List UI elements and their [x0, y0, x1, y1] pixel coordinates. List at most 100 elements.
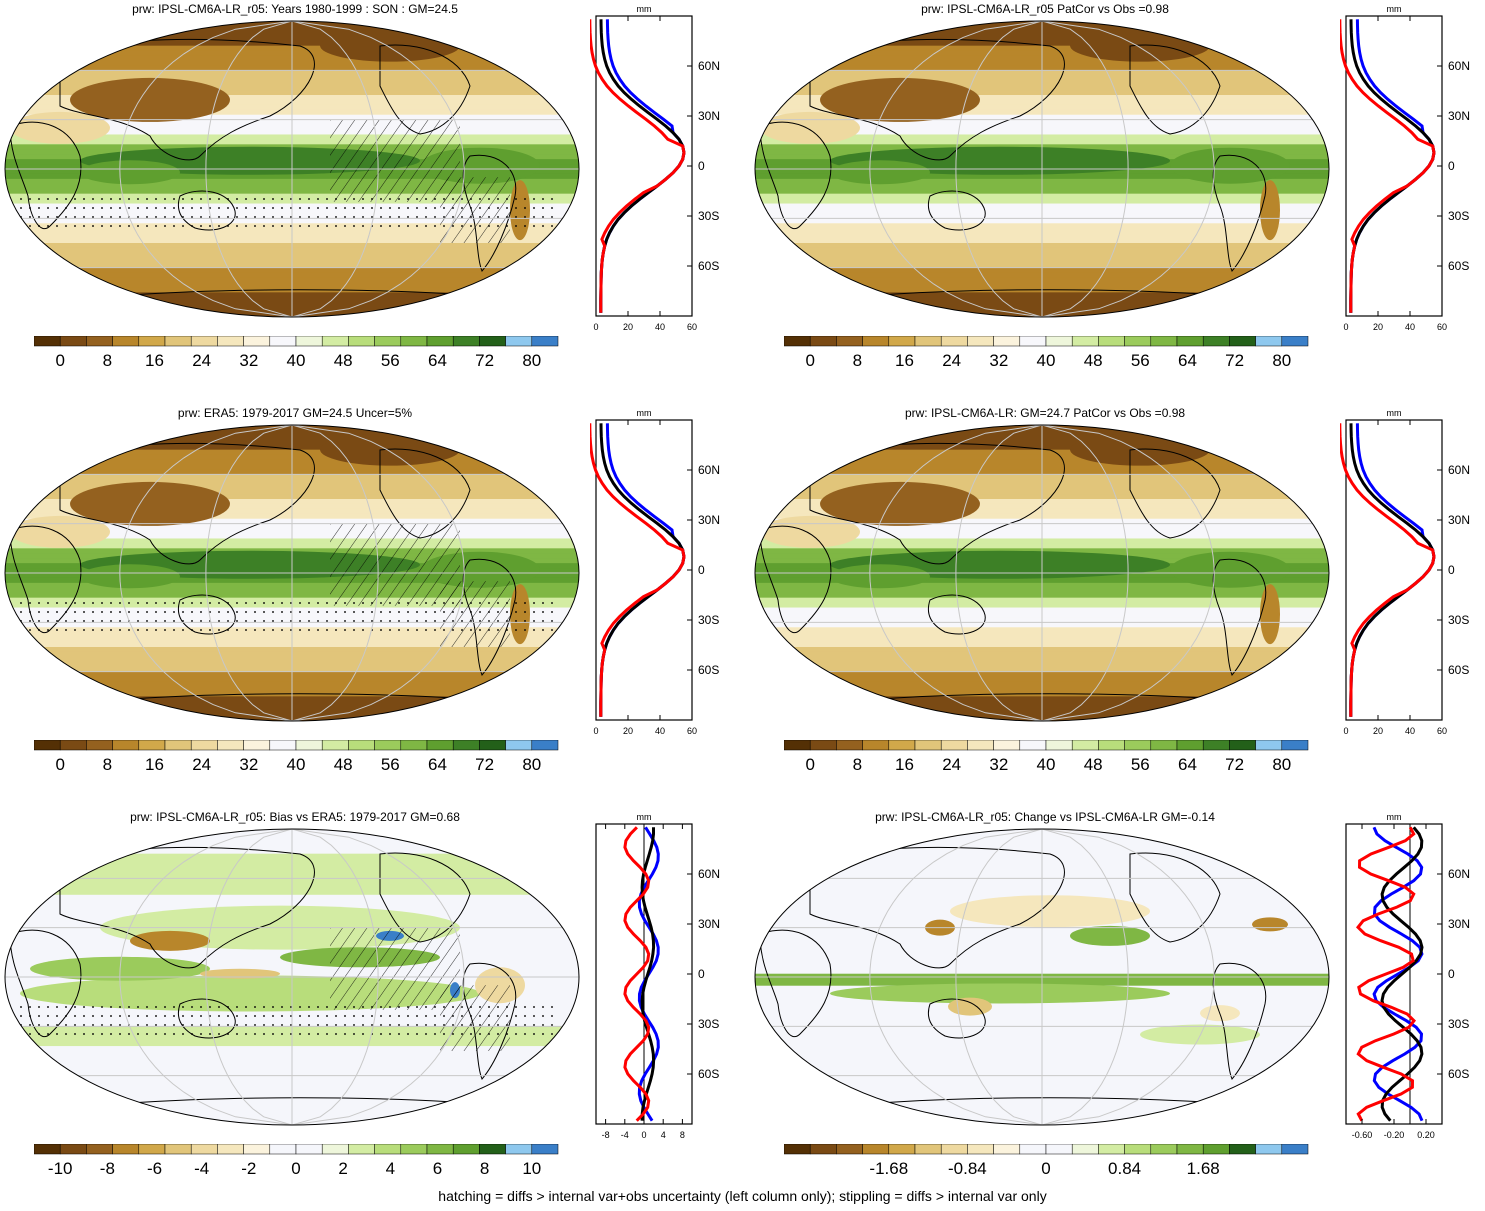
colorbar-label: 0: [55, 351, 64, 370]
graticule-lon: [1041, 829, 1129, 1125]
colorbar-swatch: [862, 1144, 890, 1155]
map-border: [754, 20, 1330, 318]
colorbar-swatch: [269, 740, 297, 751]
coastline: [462, 154, 517, 272]
colorbar-label: 56: [1131, 351, 1150, 370]
colorbar-swatch: [86, 740, 113, 751]
colorbar-label: 72: [475, 755, 494, 774]
colorbar-swatch: [400, 1144, 428, 1155]
profile-x-label: 20: [623, 322, 633, 332]
colorbar-label: 40: [287, 755, 306, 774]
coastline: [462, 962, 517, 1080]
profile-lat-label: 30S: [1448, 613, 1469, 627]
colorbar-label: 0: [291, 1159, 300, 1178]
colorbar-label: 80: [1272, 755, 1291, 774]
colorbar: -1.68 -0.84 0 0.84 1.68: [784, 1144, 1309, 1178]
change-band: [1140, 1024, 1260, 1045]
colorbar-swatch: [1019, 1144, 1047, 1155]
colorbar-label: 0: [55, 755, 64, 774]
coastline: [379, 852, 471, 943]
colorbar-swatch: [967, 336, 994, 347]
map-border: [754, 424, 1330, 722]
colorbar-swatch: [1176, 740, 1204, 751]
colorbar-swatch: [993, 336, 1021, 347]
profile-x-label: 60: [1437, 726, 1447, 736]
colorbar-label: 8: [103, 755, 112, 774]
change-band: [1070, 925, 1150, 946]
colorbar-label: -2: [241, 1159, 256, 1178]
colorbar-swatch: [374, 336, 402, 347]
graticule-lon: [119, 21, 293, 317]
colorbar-label: 16: [145, 755, 164, 774]
stippling: [20, 597, 560, 636]
graticule-lon: [955, 425, 1043, 721]
profile-lat-label: 60N: [698, 463, 720, 477]
graticule-lon: [869, 829, 1043, 1125]
dry-region: [1070, 433, 1210, 466]
colorbar-swatch: [86, 336, 113, 347]
coastline: [9, 929, 82, 1037]
colorbar-swatch: [1150, 1144, 1178, 1155]
dry-region: [820, 77, 980, 122]
colorbar-swatch: [348, 740, 375, 751]
graticule-lon: [205, 21, 293, 317]
profile-lat-label: 30S: [1448, 209, 1469, 223]
colorbar-label: 48: [1084, 755, 1103, 774]
profile-lat-label: 30N: [698, 513, 720, 527]
world-map: [4, 828, 580, 1126]
moist-band: [830, 564, 930, 589]
graticule-lon: [1041, 21, 1129, 317]
colorbar-label: 0: [805, 351, 814, 370]
negative-bias: [130, 930, 210, 951]
coastline: [1212, 962, 1267, 1080]
graticule-lon: [119, 425, 293, 721]
figure-panel: prw: IPSL-CM6A-LR_r05: Change vs IPSL-CM…: [750, 810, 1485, 1210]
colorbar-swatch: [862, 336, 890, 347]
colorbar-swatch: [190, 1144, 218, 1155]
colorbar-label: -8: [100, 1159, 115, 1178]
profile-x-label: 20: [623, 726, 633, 736]
coastline: [59, 846, 315, 969]
colorbar-swatch: [59, 740, 87, 751]
colorbar-swatch: [967, 1144, 994, 1155]
coastline: [1212, 154, 1267, 272]
colorbar-label: 16: [895, 351, 914, 370]
colorbar-label: 48: [334, 755, 353, 774]
colorbar-swatch: [243, 336, 271, 347]
colorbar-swatch: [34, 740, 61, 751]
colorbar-label: 0.84: [1108, 1159, 1141, 1178]
colorbar-swatch: [479, 336, 506, 347]
colorbar-swatch: [836, 740, 863, 751]
colorbar: 0 8 16 24 32 40 48 56 64 72 80: [784, 336, 1309, 370]
colorbar-label: 16: [895, 755, 914, 774]
colorbar-label: -10: [48, 1159, 73, 1178]
coastline: [759, 525, 832, 633]
moist-band: [80, 160, 180, 185]
colorbar-label: 1.68: [1187, 1159, 1220, 1178]
panel-title: prw: IPSL-CM6A-LR_r05: Change vs IPSL-CM…: [875, 810, 1215, 824]
colorbar-swatch: [1229, 336, 1256, 347]
map-border: [4, 828, 580, 1126]
colorbar-label: 64: [1178, 755, 1197, 774]
colorbar-swatch: [374, 740, 402, 751]
profile-unit: mm: [1387, 812, 1402, 822]
graticule-lon: [869, 425, 1043, 721]
profile-lat-label: 60N: [698, 867, 720, 881]
profile-unit: mm: [637, 4, 652, 14]
coastline: [462, 558, 517, 676]
colorbar-swatch: [914, 1144, 942, 1155]
colorbar-label: 24: [192, 351, 211, 370]
colorbar-label: 40: [1037, 351, 1056, 370]
colorbar-swatch: [1098, 740, 1125, 751]
colorbar-swatch: [1229, 1144, 1256, 1155]
profile-curve: [1340, 423, 1436, 717]
colorbar-label: 32: [989, 351, 1008, 370]
colorbar-swatch: [86, 1144, 113, 1155]
colorbar-swatch: [1281, 336, 1309, 347]
hatching: [330, 523, 460, 606]
colorbar-swatch: [1124, 336, 1152, 347]
colorbar-swatch: [452, 740, 480, 751]
colorbar: 0 8 16 24 32 40 48 56 64 72 80: [34, 740, 559, 774]
hatching: [330, 927, 460, 1010]
colorbar-swatch: [531, 1144, 559, 1155]
